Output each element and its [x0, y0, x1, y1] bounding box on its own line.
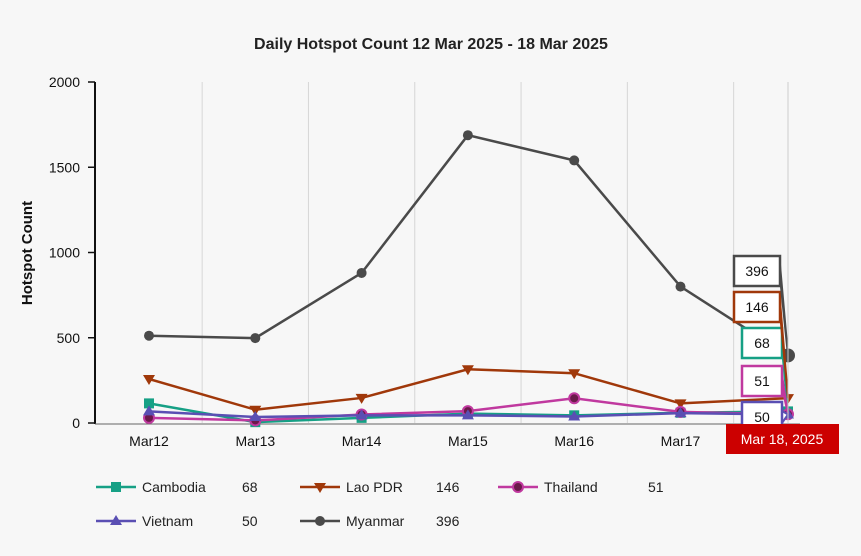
- legend-label: Cambodia: [142, 479, 206, 495]
- legend-label: Thailand: [544, 479, 598, 495]
- x-tick-label: Mar14: [342, 433, 382, 449]
- x-tick-label: Mar12: [129, 433, 169, 449]
- data-point[interactable]: [249, 411, 262, 422]
- callout-myanmar: 396: [732, 254, 789, 356]
- callout-box: [732, 290, 782, 324]
- legend-label: Vietnam: [142, 513, 193, 529]
- y-tick-label: 1000: [49, 245, 80, 261]
- legend-marker: [111, 482, 121, 492]
- callout-lao-pdr: 146: [732, 290, 789, 399]
- hover-layer: Mar 18, 2025: [726, 82, 839, 454]
- legend-item-lao-pdr[interactable]: Lao PDR 146: [300, 479, 460, 495]
- callout-value: 51: [754, 373, 770, 389]
- x-tick-label: Mar13: [235, 433, 275, 449]
- x-tick-label: Mar16: [554, 433, 594, 449]
- y-tick-label: 0: [72, 415, 80, 431]
- legend-marker: [512, 481, 524, 493]
- axis-layer: 0 500 1000 1500 2000 Mar12 Mar13 Mar14 Mar15 Mar1…: [49, 74, 800, 449]
- data-point[interactable]: [144, 330, 154, 341]
- legend-marker: [314, 483, 326, 493]
- data-point[interactable]: [568, 392, 581, 405]
- data-point[interactable]: [568, 410, 581, 421]
- legend-value: 68: [242, 479, 258, 495]
- legend-item-cambodia[interactable]: Cambodia 68: [96, 479, 258, 495]
- data-point[interactable]: [355, 409, 368, 420]
- data-point[interactable]: [461, 365, 474, 376]
- data-point[interactable]: [143, 375, 155, 386]
- data-point[interactable]: [355, 393, 368, 404]
- legend-value: 51: [648, 479, 664, 495]
- legend-marker: [315, 516, 325, 526]
- legend-item-myanmar[interactable]: Myanmar 396: [300, 513, 460, 529]
- callout-thailand: 51: [740, 364, 789, 415]
- data-point[interactable]: [143, 405, 155, 416]
- hover-x-label-text: Mar 18, 2025: [741, 431, 824, 447]
- chart-title: Daily Hotspot Count 12 Mar 2025 - 18 Mar…: [254, 36, 608, 53]
- data-point[interactable]: [144, 398, 154, 409]
- legend[interactable]: Cambodia 68 Lao PDR 146 Thailand 51 Vietnam 50 M…: [96, 479, 664, 529]
- data-point[interactable]: [250, 333, 261, 344]
- data-point[interactable]: [462, 130, 473, 141]
- legend-label: Myanmar: [346, 513, 405, 529]
- data-point[interactable]: [675, 281, 686, 292]
- hover-x-label: Mar 18, 2025: [726, 424, 839, 454]
- y-tick-label: 500: [57, 330, 81, 346]
- y-axis-title: Hotspot Count: [19, 201, 36, 305]
- grid-layer: [201, 82, 735, 423]
- x-tick-label: Mar17: [661, 433, 701, 449]
- data-point[interactable]: [674, 407, 687, 418]
- hover-x-label-box: [726, 424, 839, 454]
- legend-label: Lao PDR: [346, 479, 403, 495]
- series-thailand: [143, 392, 794, 427]
- x-tick-label: Mar15: [448, 433, 488, 449]
- series-myanmar: [144, 130, 795, 363]
- y-tick-label: 1500: [49, 159, 80, 175]
- callout-layer: 68 146 51 50 396: [732, 254, 790, 434]
- legend-value: 396: [436, 513, 460, 529]
- y-tick-label: 2000: [49, 74, 80, 90]
- callout-value: 68: [754, 335, 770, 351]
- legend-item-thailand[interactable]: Thailand 51: [498, 479, 664, 495]
- data-point[interactable]: [674, 399, 687, 410]
- series-line: [148, 133, 789, 357]
- callout-box: [732, 254, 782, 288]
- series-line: [148, 368, 789, 411]
- callout-box: [740, 326, 784, 360]
- legend-item-vietnam[interactable]: Vietnam 50: [96, 513, 258, 529]
- callout-value: 50: [754, 409, 770, 425]
- legend-marker: [110, 515, 122, 525]
- legend-value: 50: [242, 513, 258, 529]
- data-point[interactable]: [461, 409, 474, 420]
- legend-value: 146: [436, 479, 460, 495]
- data-point[interactable]: [568, 369, 581, 380]
- data-point[interactable]: [356, 267, 367, 278]
- series-lao-pdr: [143, 365, 794, 416]
- callout-box: [740, 364, 784, 398]
- data-point[interactable]: [569, 155, 580, 166]
- series-layer: [143, 130, 795, 428]
- data-point[interactable]: [249, 405, 262, 416]
- callout-value: 146: [745, 299, 769, 315]
- callout-value: 396: [745, 263, 769, 279]
